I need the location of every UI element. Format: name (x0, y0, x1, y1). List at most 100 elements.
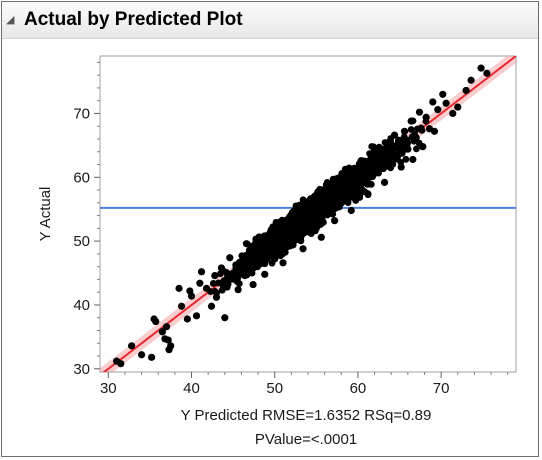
data-point (212, 293, 221, 301)
data-point (483, 69, 491, 77)
y-axis-title: Y Actual (37, 187, 54, 242)
data-point (477, 64, 485, 72)
data-point (259, 234, 267, 243)
data-point (272, 219, 280, 226)
data-point (271, 255, 279, 263)
data-point (429, 98, 437, 106)
axis-ticks: 30 40 50 60 70 30 40 50 60 70 (73, 61, 509, 397)
data-point (253, 235, 261, 243)
data-point (442, 99, 450, 107)
data-point (237, 257, 246, 266)
data-point (162, 323, 171, 331)
data-point (273, 225, 281, 233)
data-point (397, 163, 405, 171)
data-point (383, 149, 391, 157)
data-point (384, 139, 392, 147)
data-point (347, 206, 355, 215)
data-point (117, 360, 125, 368)
data-point (413, 145, 420, 153)
data-point (147, 353, 156, 361)
data-point (394, 151, 402, 160)
x-tick-label: 50 (266, 380, 283, 397)
data-point (370, 169, 379, 178)
data-point (138, 351, 146, 359)
data-point (325, 193, 333, 201)
data-point (353, 177, 361, 185)
data-point (343, 186, 351, 193)
data-point (197, 268, 206, 276)
data-point (302, 210, 310, 218)
triangle-down-icon[interactable]: ◢ (6, 14, 15, 26)
x-axis-title-line2: PValue=<.0001 (255, 431, 357, 448)
data-point (218, 286, 226, 294)
data-point (183, 315, 191, 323)
data-point (357, 157, 365, 165)
data-point (394, 138, 402, 146)
data-point (334, 178, 342, 186)
data-point (390, 131, 399, 139)
data-point (292, 204, 300, 212)
data-point (321, 208, 329, 216)
data-point (387, 155, 395, 164)
data-point (281, 248, 289, 256)
data-point (377, 152, 385, 160)
data-point (279, 259, 287, 267)
data-point (377, 162, 385, 170)
data-point (152, 317, 160, 326)
data-point (234, 286, 242, 294)
data-point (312, 205, 320, 213)
data-point (242, 240, 251, 248)
data-point (360, 174, 369, 183)
data-point (439, 90, 447, 98)
data-point (327, 200, 335, 208)
data-point (164, 336, 172, 344)
data-point (256, 260, 264, 268)
data-point (261, 270, 269, 278)
x-axis-title: Y Predicted RMSE=1.6352 RSq=0.89 (181, 407, 432, 424)
data-point (430, 127, 439, 135)
data-point (274, 233, 282, 241)
data-point (264, 246, 272, 254)
data-point (422, 113, 430, 121)
x-tick-label: 40 (183, 380, 200, 397)
y-tick-label: 30 (73, 361, 90, 378)
data-point (385, 163, 393, 170)
data-point (217, 264, 226, 272)
data-point (409, 155, 417, 164)
data-points (113, 64, 491, 368)
x-tick-label: 30 (100, 380, 117, 397)
data-point (324, 182, 332, 190)
data-point (407, 126, 415, 133)
data-point (221, 314, 229, 322)
data-point (454, 103, 462, 111)
data-point (344, 191, 352, 199)
data-point (314, 193, 322, 201)
data-point (415, 108, 424, 116)
data-point (419, 143, 427, 151)
data-point (223, 283, 231, 291)
data-point (356, 169, 363, 177)
data-point (299, 245, 307, 253)
data-point (309, 223, 317, 231)
data-point (207, 302, 216, 310)
data-point (306, 196, 314, 204)
y-tick-label: 60 (73, 169, 90, 186)
data-point (374, 146, 382, 155)
data-point (317, 233, 325, 241)
data-point (434, 106, 442, 114)
data-point (407, 117, 415, 125)
data-point (341, 171, 349, 179)
y-tick-label: 40 (73, 297, 90, 314)
data-point (354, 182, 362, 190)
data-point (404, 145, 412, 153)
data-point (404, 139, 412, 147)
data-point (267, 226, 275, 234)
data-point (281, 243, 289, 251)
data-point (286, 213, 294, 221)
data-point (412, 134, 420, 142)
plot-area (99, 55, 517, 373)
data-point (241, 272, 249, 280)
data-point (202, 284, 211, 292)
data-point (364, 190, 372, 198)
